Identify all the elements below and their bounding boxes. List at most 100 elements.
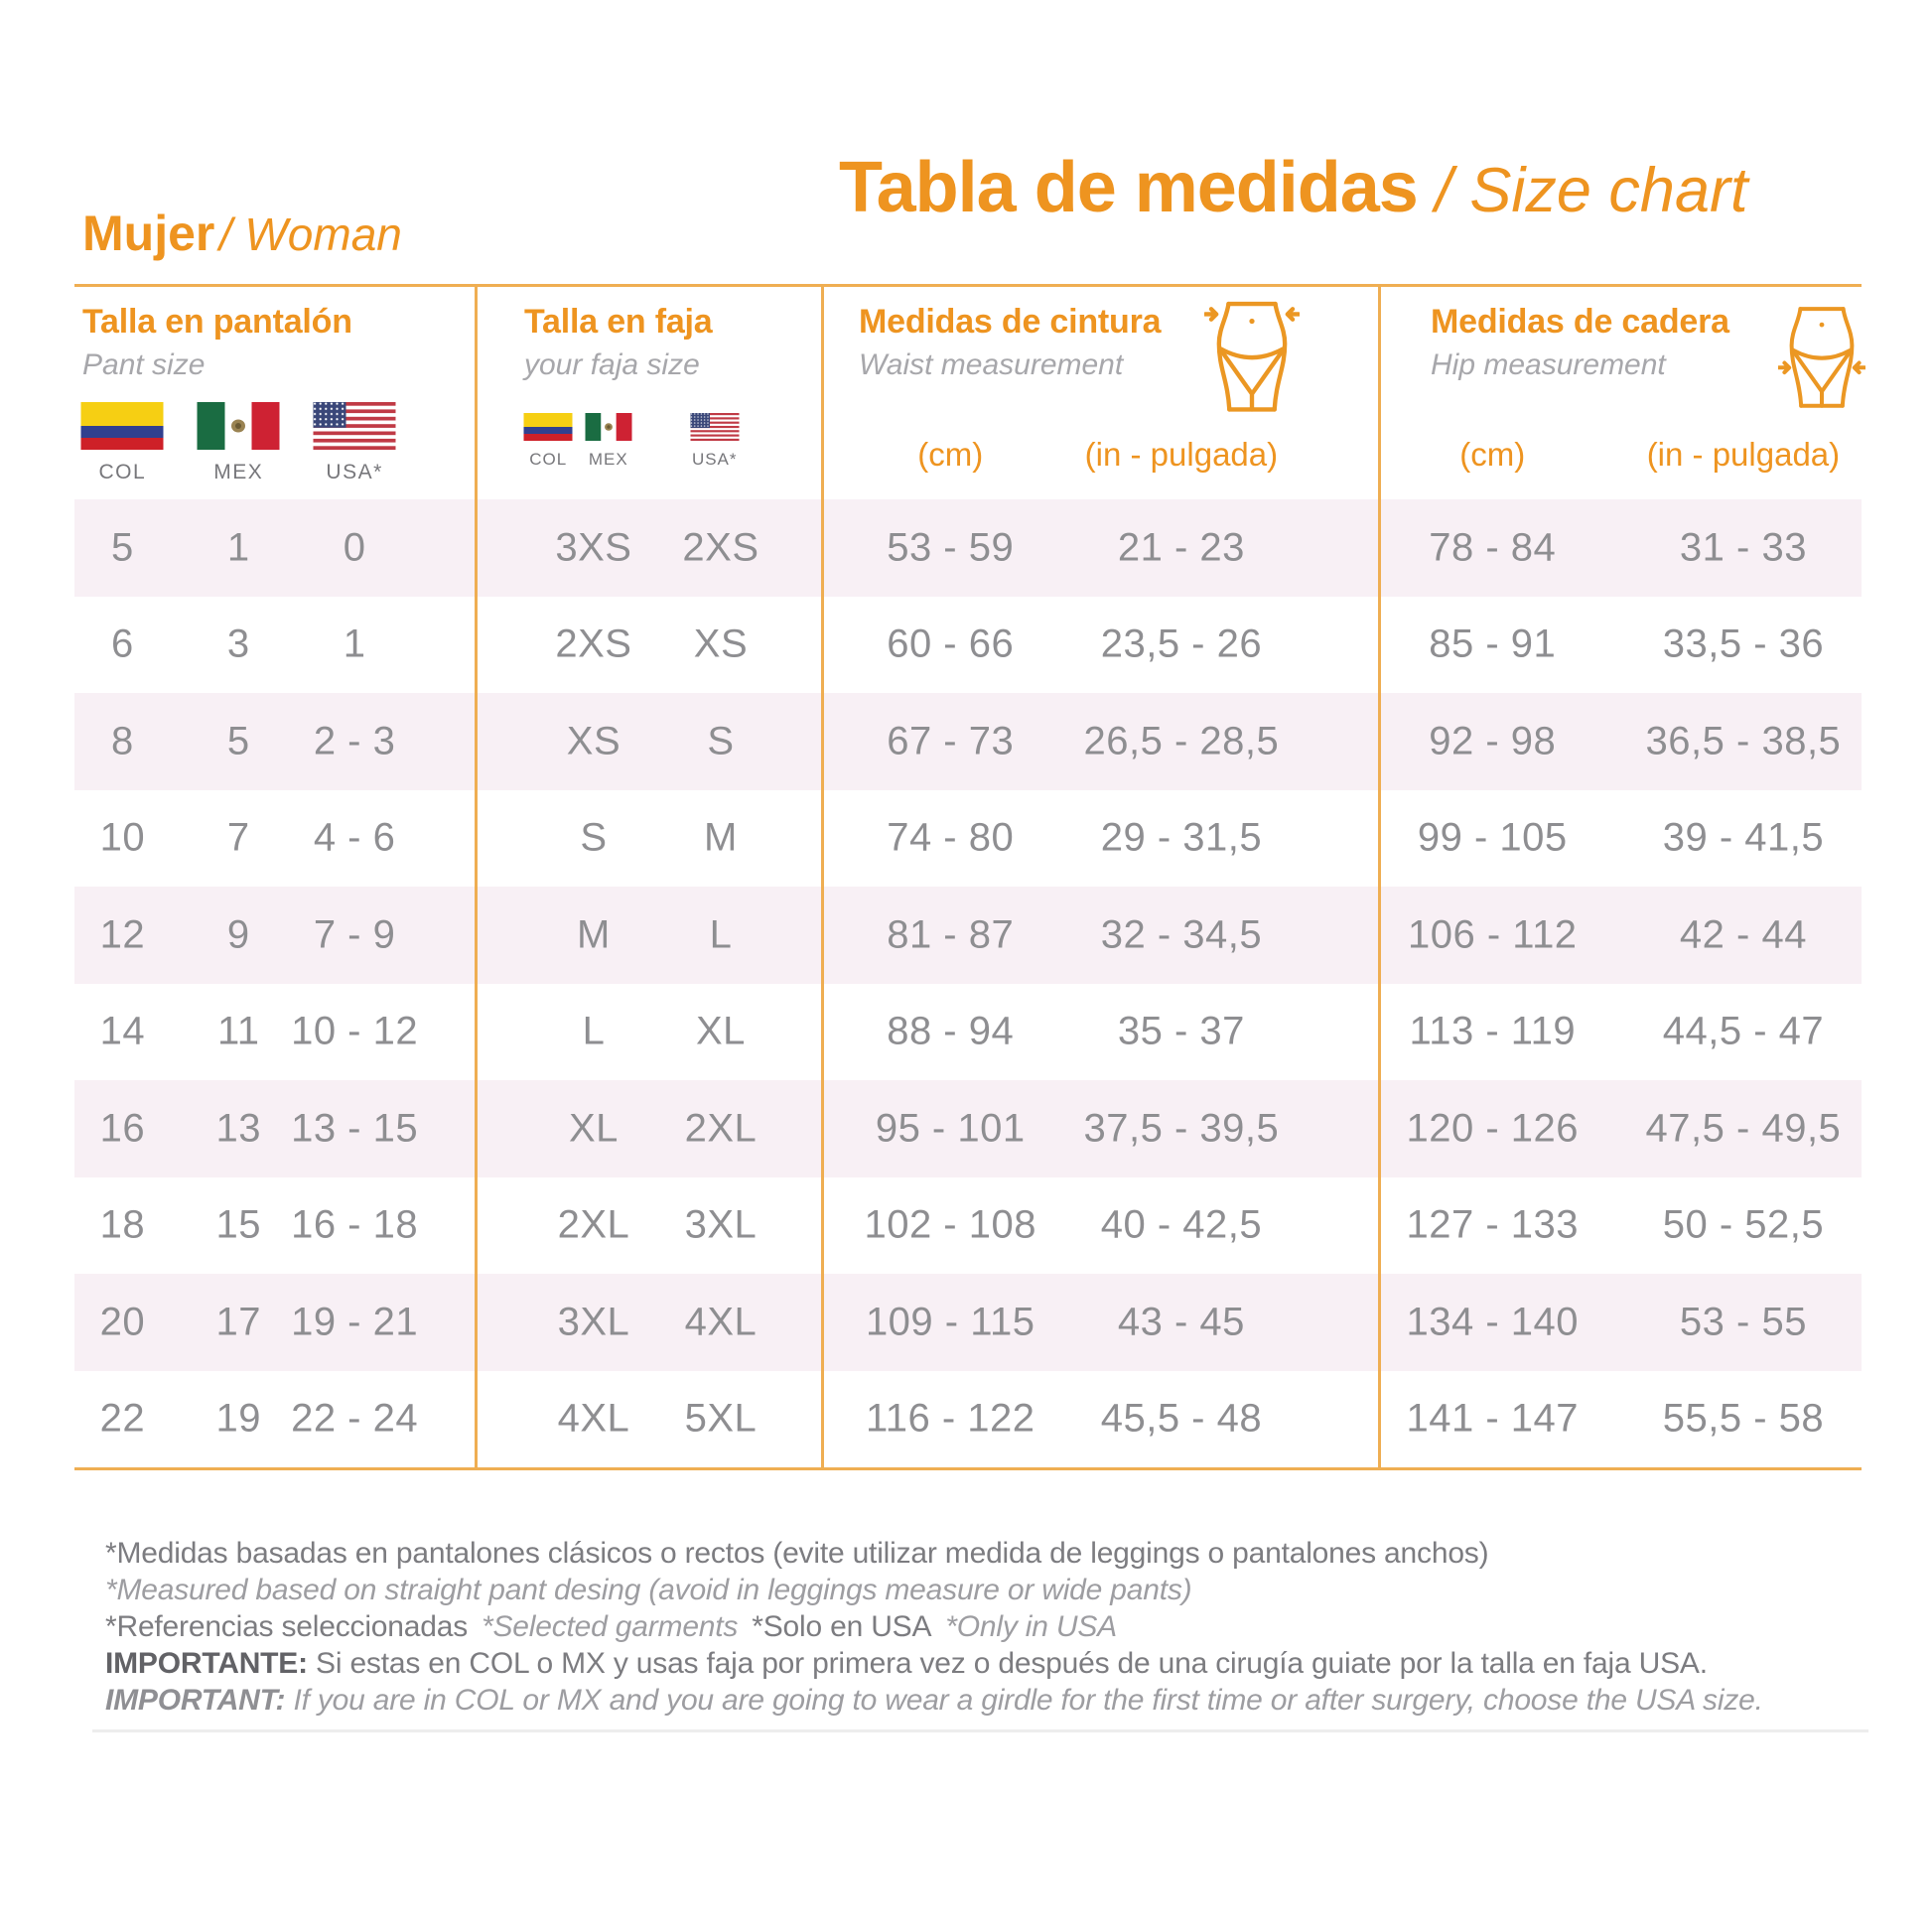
size-cell-faja: 2XL xyxy=(557,1202,630,1247)
table-row: 22 19 22 - 24 xyxy=(74,1371,475,1468)
size-cell-waist: 23,5 - 26 xyxy=(1100,621,1263,666)
size-cell-pant: 20 xyxy=(99,1300,146,1344)
colombia-flag-icon xyxy=(523,413,573,445)
size-cell-pant: 5 xyxy=(110,525,134,570)
important-text-es: Si estas en COL o MX y usas faja por pri… xyxy=(316,1647,1708,1680)
waist-group-title: Medidas de cintura xyxy=(859,303,1162,341)
table-row: 18 15 16 - 18 xyxy=(74,1177,475,1275)
footnote-pant-en: *Measured based on straight pant desing … xyxy=(105,1574,1192,1606)
table-row: 113 - 119 44,5 - 47 xyxy=(1381,984,1862,1081)
size-cell-hip: 106 - 112 xyxy=(1408,912,1578,957)
size-cell-pant: 22 xyxy=(99,1396,146,1441)
table-row: XS S xyxy=(478,693,821,790)
table-row: 88 - 94 35 - 37 xyxy=(824,984,1378,1081)
table-row: 60 - 66 23,5 - 26 xyxy=(824,597,1378,694)
size-cell-pant: 15 xyxy=(215,1202,261,1247)
size-cell-waist: 45,5 - 48 xyxy=(1100,1396,1263,1441)
table-row: L XL xyxy=(478,984,821,1081)
usa-flag-label: USA* xyxy=(691,450,738,469)
size-cell-pant: 7 xyxy=(226,815,250,860)
mexico-flag-stack: MEX xyxy=(197,402,280,484)
table-row: 4XL 5XL xyxy=(478,1371,821,1468)
table-row: 102 - 108 40 - 42,5 xyxy=(824,1177,1378,1275)
table-row: 92 - 98 36,5 - 38,5 xyxy=(1381,693,1862,790)
table-row: 2XL 3XL xyxy=(478,1177,821,1275)
size-cell-hip: 31 - 33 xyxy=(1679,525,1807,570)
size-cell-pant: 14 xyxy=(99,1009,146,1053)
size-cell-faja: XS xyxy=(566,719,621,763)
size-cell-faja: 3XS xyxy=(555,525,632,570)
size-cell-waist: 74 - 80 xyxy=(887,815,1015,860)
size-cell-pant: 13 xyxy=(215,1106,261,1151)
footnote-references: *Referencias seleccionadas *Selected garm… xyxy=(105,1608,1853,1645)
mexico-flag-label: MEX xyxy=(213,461,264,483)
size-cell-hip: 42 - 44 xyxy=(1679,912,1807,957)
waist-unit-cm: (cm) xyxy=(917,436,984,473)
table-row: 3XS 2XS xyxy=(478,499,821,597)
size-cell-faja: 4XL xyxy=(557,1396,630,1441)
hip-unit-cm: (cm) xyxy=(1459,436,1526,473)
size-cell-pant: 17 xyxy=(215,1300,261,1344)
usa-flag-icon xyxy=(313,402,396,454)
table-row: 95 - 101 37,5 - 39,5 xyxy=(824,1080,1378,1177)
usa-flag-stack-small: USA* xyxy=(690,413,740,470)
important-label-en: IMPORTANT: xyxy=(105,1684,286,1717)
size-cell-waist: 43 - 45 xyxy=(1117,1300,1245,1344)
hip-measurement-icon xyxy=(1776,299,1867,424)
table-row: 20 17 19 - 21 xyxy=(74,1274,475,1371)
table-row: 5 1 0 xyxy=(74,499,475,597)
colombia-flag-stack: COL xyxy=(80,402,164,484)
footnote-usa-only-es: *Solo en USA xyxy=(752,1610,932,1643)
table-row: 3XL 4XL xyxy=(478,1274,821,1371)
size-cell-pant: 8 xyxy=(110,719,134,763)
size-cell-pant: 6 xyxy=(110,621,134,666)
hip-group-subtitle: Hip measurement xyxy=(1431,348,1666,381)
table-row: 127 - 133 50 - 52,5 xyxy=(1381,1177,1862,1275)
size-cell-hip: 55,5 - 58 xyxy=(1662,1396,1825,1441)
waist-group-header: Medidas de cintura Waist measurement xyxy=(824,287,1378,499)
size-cell-faja: L xyxy=(709,912,733,957)
column-group-pant-size: Talla en pantalón Pant size COL MEX USA*… xyxy=(74,287,475,1467)
size-cell-pant: 22 - 24 xyxy=(291,1396,419,1441)
faja-size-rows: 3XS 2XS 2XS XS XS S S M M L L XL XL 2XL 2XL 3XL 3XL 4XL 4X… xyxy=(478,499,821,1467)
table-row: 74 - 80 29 - 31,5 xyxy=(824,790,1378,888)
size-cell-hip: 47,5 - 49,5 xyxy=(1645,1106,1842,1151)
size-cell-hip: 53 - 55 xyxy=(1679,1300,1807,1344)
size-cell-faja: 2XS xyxy=(682,525,759,570)
size-cell-waist: 35 - 37 xyxy=(1117,1009,1245,1053)
size-cell-faja: 4XL xyxy=(684,1300,758,1344)
size-cell-faja: 3XL xyxy=(684,1202,758,1247)
size-cell-waist: 37,5 - 39,5 xyxy=(1083,1106,1280,1151)
waist-unit-inches: (in - pulgada) xyxy=(1084,436,1279,473)
size-cell-waist: 81 - 87 xyxy=(887,912,1015,957)
size-cell-hip: 39 - 41,5 xyxy=(1662,815,1825,860)
size-table: Talla en pantalón Pant size COL MEX USA*… xyxy=(74,287,1867,1468)
table-row: 116 - 122 45,5 - 48 xyxy=(824,1371,1378,1468)
gender-heading: Mujer / Woman xyxy=(82,205,402,262)
size-cell-waist: 102 - 108 xyxy=(864,1202,1036,1247)
colombia-flag-label: COL xyxy=(529,450,568,469)
table-row: 12 9 7 - 9 xyxy=(74,887,475,984)
size-cell-hip: 33,5 - 36 xyxy=(1662,621,1825,666)
footnote-important-es: IMPORTANTE: Si estas en COL o MX y usas … xyxy=(105,1645,1853,1682)
important-label-es: IMPORTANTE: xyxy=(105,1647,308,1680)
size-cell-hip: 134 - 140 xyxy=(1406,1300,1580,1344)
size-cell-faja: XL xyxy=(568,1106,619,1151)
faja-group-header: Talla en faja your faja size COL MEX USA… xyxy=(478,287,821,499)
gender-heading-en: / Woman xyxy=(218,208,402,260)
footnote-references-en: *Selected garments xyxy=(482,1610,739,1643)
size-cell-faja: M xyxy=(577,912,611,957)
size-cell-waist: 67 - 73 xyxy=(887,719,1015,763)
usa-flag-stack: USA* xyxy=(313,402,396,484)
size-cell-waist: 95 - 101 xyxy=(875,1106,1026,1151)
gender-heading-es: Mujer xyxy=(82,206,215,261)
column-group-faja-size: Talla en faja your faja size COL MEX USA… xyxy=(475,287,821,1467)
size-cell-waist: 109 - 115 xyxy=(865,1300,1035,1344)
important-text-en: If you are in COL or MX and you are goin… xyxy=(293,1684,1763,1717)
size-cell-pant: 13 - 15 xyxy=(291,1106,419,1151)
table-row: 67 - 73 26,5 - 28,5 xyxy=(824,693,1378,790)
table-row: 120 - 126 47,5 - 49,5 xyxy=(1381,1080,1862,1177)
